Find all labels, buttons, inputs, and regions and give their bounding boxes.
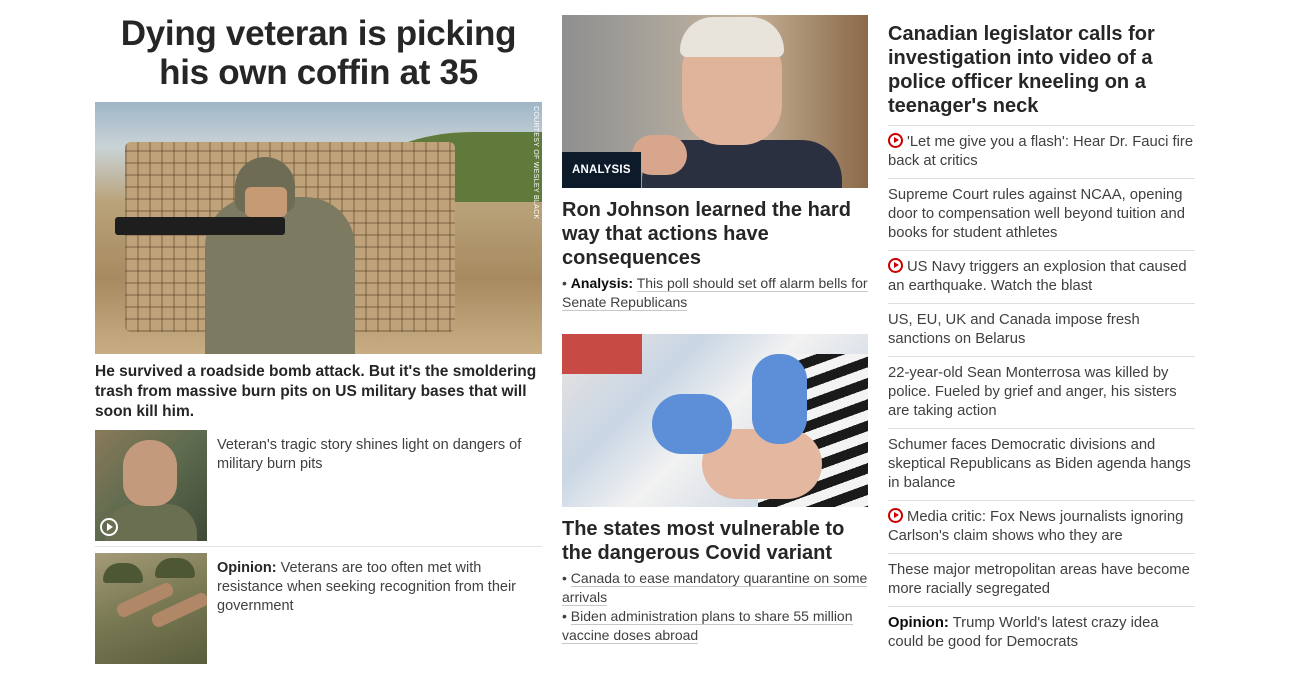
video-play-icon xyxy=(888,133,903,148)
list-item-text: 22-year-old Sean Monterrosa was killed b… xyxy=(888,365,1177,419)
list-item-text: These major metropolitan areas have beco… xyxy=(888,562,1190,597)
photo-credit: COURTESY OF WESLEY BLACK xyxy=(532,106,539,220)
list-item[interactable]: Opinion: Trump World's latest crazy idea… xyxy=(888,606,1195,659)
img-hair xyxy=(680,17,784,57)
list-item-text: US, EU, UK and Canada impose fresh sanct… xyxy=(888,312,1140,347)
list-item[interactable]: US Navy triggers an explosion that cause… xyxy=(888,250,1195,303)
story-card: ANALYSIS Ron Johnson learned the hard wa… xyxy=(562,15,868,312)
related-thumbnail[interactable] xyxy=(95,430,207,541)
middle-column: ANALYSIS Ron Johnson learned the hard wa… xyxy=(562,15,868,645)
play-icon xyxy=(100,518,118,536)
analysis-badge: ANALYSIS xyxy=(562,152,641,188)
lead-story-column: Dying veteran is picking his own coffin … xyxy=(95,14,542,664)
hero-rifle xyxy=(115,217,285,235)
story-headline[interactable]: Ron Johnson learned the hard way that ac… xyxy=(562,199,851,269)
story-image[interactable]: ANALYSIS xyxy=(562,15,868,188)
opinion-label: Opinion: xyxy=(888,615,949,631)
img-glove xyxy=(652,394,732,454)
related-link-text: Veterans are too often met with resistan… xyxy=(217,560,517,614)
list-item-text: 'Let me give you a flash': Hear Dr. Fauc… xyxy=(888,134,1194,169)
story-image[interactable] xyxy=(562,334,868,507)
video-play-icon xyxy=(888,508,903,523)
list-item[interactable]: 'Let me give you a flash': Hear Dr. Fauc… xyxy=(888,125,1195,178)
headlines-column: Canadian legislator calls for investigat… xyxy=(888,22,1195,659)
hero-soldier-face xyxy=(245,187,287,217)
list-item-text: US Navy triggers an explosion that cause… xyxy=(888,259,1187,294)
img-glove xyxy=(752,354,807,444)
list-item[interactable]: Supreme Court rules against NCAA, openin… xyxy=(888,178,1195,250)
related-link[interactable]: Veteran's tragic story shines light on d… xyxy=(217,437,522,472)
list-item[interactable]: 22-year-old Sean Monterrosa was killed b… xyxy=(888,356,1195,428)
list-item[interactable]: US, EU, UK and Canada impose fresh sanct… xyxy=(888,303,1195,356)
related-item[interactable]: Veteran's tragic story shines light on d… xyxy=(95,430,542,541)
opinion-label: Opinion: xyxy=(217,560,277,576)
list-item[interactable]: Media critic: Fox News journalists ignor… xyxy=(888,500,1195,553)
list-item-text: Media critic: Fox News journalists ignor… xyxy=(888,509,1184,544)
list-item-text: Schumer faces Democratic divisions and s… xyxy=(888,437,1191,491)
hero-image[interactable]: COURTESY OF WESLEY BLACK xyxy=(95,102,542,354)
hero-description-link[interactable]: He survived a roadside bomb attack. But … xyxy=(95,363,537,420)
story-sublink: • Analysis: This poll should set off ala… xyxy=(562,275,868,311)
top-headline[interactable]: Canadian legislator calls for investigat… xyxy=(888,23,1155,117)
story-headline[interactable]: The states most vulnerable to the danger… xyxy=(562,518,845,564)
related-thumbnail[interactable] xyxy=(95,553,207,664)
story-sublink: • Canada to ease mandatory quarantine on… xyxy=(562,570,868,606)
analysis-label: Analysis: xyxy=(570,275,634,291)
img-hand xyxy=(632,135,687,175)
story-card: The states most vulnerable to the danger… xyxy=(562,334,868,645)
thumb-figure-shirt xyxy=(105,504,197,541)
video-play-icon xyxy=(888,258,903,273)
story-sublink-text[interactable]: Biden administration plans to share 55 m… xyxy=(562,608,853,644)
thumb-hat xyxy=(155,558,195,578)
related-item[interactable]: Opinion: Veterans are too often met with… xyxy=(95,546,542,664)
list-item-text: Supreme Court rules against NCAA, openin… xyxy=(888,187,1185,241)
story-sublink-text[interactable]: Canada to ease mandatory quarantine on s… xyxy=(562,570,868,606)
thumb-hat xyxy=(103,563,143,583)
headline-list: 'Let me give you a flash': Hear Dr. Fauc… xyxy=(888,125,1195,659)
thumb-figure-head xyxy=(123,440,177,506)
story-sublink: • Biden administration plans to share 55… xyxy=(562,608,853,644)
list-item-text: Trump World's latest crazy idea could be… xyxy=(888,615,1159,650)
story-sublink-text[interactable]: This poll should set off alarm bells for… xyxy=(562,275,868,311)
lead-headline[interactable]: Dying veteran is picking his own coffin … xyxy=(120,14,517,92)
list-item[interactable]: Schumer faces Democratic divisions and s… xyxy=(888,428,1195,500)
img-red-block xyxy=(562,334,642,374)
list-item[interactable]: These major metropolitan areas have beco… xyxy=(888,553,1195,606)
related-link[interactable]: Opinion: Veterans are too often met with… xyxy=(207,553,542,664)
